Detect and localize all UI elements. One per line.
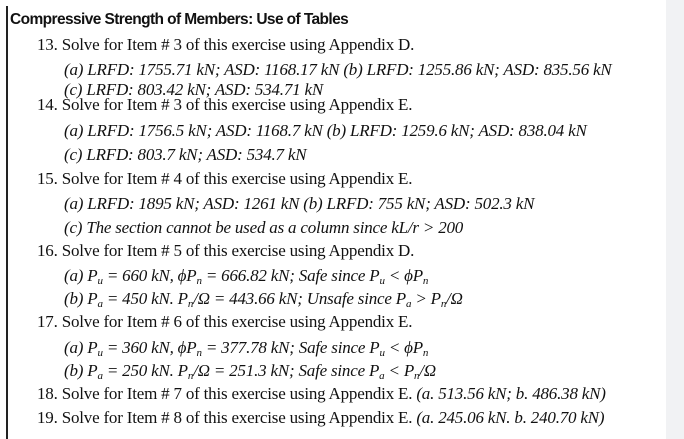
left-border-rule [6,6,8,439]
subscript: n [422,275,429,287]
text-segment: 16. Solve for Item # 5 of this exercise … [37,241,415,260]
text-segment: (b) P [64,361,98,380]
text-segment: 13. Solve for Item # 3 of this exercise … [37,35,415,54]
text-segment: < ϕP [384,338,423,357]
subscript: n [187,370,194,382]
subscript: a [97,298,103,310]
text-segment: (b) P [64,289,98,308]
text-segment: 15. Solve for Item # 4 of this exercise … [37,169,413,188]
text-segment: (c) LRFD: 803.7 kN; ASD: 534.7 kN [64,145,307,164]
text-segment: (c) LRFD: 803.42 kN; ASD: 534.71 kN [64,80,323,99]
exercise-answer: (c) The section cannot be used as a colu… [64,218,463,238]
subscript: a [97,370,103,382]
exercise-answer: (b) Pa = 250 kN. Pn/Ω = 251.3 kN; Safe s… [64,361,436,382]
text-segment: /Ω [419,361,436,380]
text-segment: = 660 kN, ϕP [102,266,197,285]
exercise-answer: (b) Pa = 450 kN. Pn/Ω = 443.66 kN; Unsaf… [64,289,463,310]
text-segment: = 666.82 kN; Safe since P [201,266,380,285]
subscript: n [196,347,202,359]
subscript: n [187,298,194,310]
text-segment: (a. 245.06 kN. b. 240.70 kN) [416,408,605,427]
text-segment: /Ω [446,289,463,308]
text-segment: 19. Solve for Item # 8 of this exercise … [37,408,417,427]
subscript: n [422,347,429,359]
exercise-answer: (a) LRFD: 1895 kN; ASD: 1261 kN (b) LRFD… [64,194,534,214]
exercise-question: 13. Solve for Item # 3 of this exercise … [37,35,414,55]
text-segment: (a) LRFD: 1755.71 kN; ASD: 1168.17 kN (b… [64,60,612,79]
exercise-answer: (a) Pu = 360 kN, ϕPn = 377.78 kN; Safe s… [64,338,429,359]
subscript: a [379,370,385,382]
exercise-question: 15. Solve for Item # 4 of this exercise … [37,169,412,189]
text-segment: 18. Solve for Item # 7 of this exercise … [37,384,417,403]
exercise-question: 19. Solve for Item # 8 of this exercise … [37,408,605,428]
subscript: n [440,298,447,310]
exercise-question: 17. Solve for Item # 6 of this exercise … [37,312,412,332]
exercise-question: 14. Solve for Item # 3 of this exercise … [37,95,412,115]
subscript: u [379,347,385,359]
subscript: u [379,275,385,287]
subscript: a [405,298,412,310]
text-segment: (a) P [64,338,98,357]
subscript: u [97,347,103,359]
text-segment: (a) P [64,266,98,285]
text-segment: (a) LRFD: 1756.5 kN; ASD: 1168.7 kN (b) … [64,121,587,140]
exercise-answer: (c) LRFD: 803.42 kN; ASD: 534.71 kN [64,80,323,100]
text-segment: = 377.78 kN; Safe since P [201,338,380,357]
text-segment: (a) LRFD: 1895 kN; ASD: 1261 kN (b) LRFD… [64,194,535,213]
exercise-question: 16. Solve for Item # 5 of this exercise … [37,241,414,261]
exercise-answer: (c) LRFD: 803.7 kN; ASD: 534.7 kN [64,145,307,165]
text-segment: = 250 kN. P [102,361,188,380]
text-segment: > P [411,289,441,308]
text-segment: = 450 kN. P [102,289,188,308]
text-segment: < P [384,361,415,380]
exercise-answer: (a) LRFD: 1756.5 kN; ASD: 1168.7 kN (b) … [64,121,587,141]
text-segment: = 360 kN, ϕP [102,338,197,357]
subscript: u [97,275,103,287]
text-segment: /Ω = 251.3 kN; Safe since P [193,361,380,380]
exercise-answer: (a) Pu = 660 kN, ϕPn = 666.82 kN; Safe s… [64,266,429,287]
text-segment: /Ω = 443.66 kN; Unsafe since P [193,289,406,308]
section-title: Compressive Strength of Members: Use of … [10,11,349,28]
exercise-answer: (a) LRFD: 1755.71 kN; ASD: 1168.17 kN (b… [64,60,612,80]
text-segment: 14. Solve for Item # 3 of this exercise … [37,95,413,114]
text-segment: (a. 513.56 kN; b. 486.38 kN) [416,384,606,403]
subscript: n [196,275,202,287]
right-margin-strip [666,0,684,439]
text-segment: < ϕP [384,266,423,285]
exercise-question: 18. Solve for Item # 7 of this exercise … [37,384,606,404]
text-segment: 17. Solve for Item # 6 of this exercise … [37,312,413,331]
subscript: n [414,370,420,382]
text-segment: (c) The section cannot be used as a colu… [64,218,464,237]
